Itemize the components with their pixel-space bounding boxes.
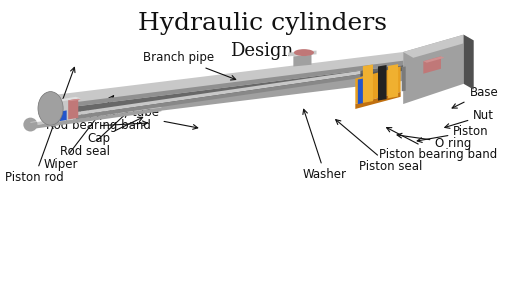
Text: Cylinder tube: Cylinder tube bbox=[79, 106, 198, 129]
Polygon shape bbox=[358, 79, 363, 104]
Polygon shape bbox=[378, 65, 387, 101]
Polygon shape bbox=[49, 113, 59, 123]
Polygon shape bbox=[68, 99, 81, 101]
Text: Nut: Nut bbox=[445, 109, 494, 128]
Text: Design: Design bbox=[230, 42, 294, 60]
Text: Hydraulic cylinders: Hydraulic cylinders bbox=[138, 12, 387, 35]
Ellipse shape bbox=[38, 92, 63, 125]
Ellipse shape bbox=[38, 92, 63, 125]
Polygon shape bbox=[61, 65, 403, 114]
Text: Wiper: Wiper bbox=[43, 96, 114, 171]
Polygon shape bbox=[424, 56, 445, 63]
Polygon shape bbox=[61, 61, 403, 108]
Polygon shape bbox=[76, 71, 360, 116]
Polygon shape bbox=[76, 74, 360, 119]
Polygon shape bbox=[355, 92, 400, 109]
Text: Cap: Cap bbox=[87, 117, 143, 145]
Polygon shape bbox=[464, 35, 474, 90]
Text: Piston bearing band: Piston bearing band bbox=[379, 127, 498, 161]
Polygon shape bbox=[355, 66, 400, 104]
Polygon shape bbox=[46, 102, 50, 123]
Polygon shape bbox=[388, 64, 398, 98]
Text: Branch pipe: Branch pipe bbox=[143, 51, 236, 80]
Text: Piston: Piston bbox=[417, 125, 489, 142]
Ellipse shape bbox=[294, 49, 314, 56]
Text: Piston rod: Piston rod bbox=[5, 67, 75, 184]
Polygon shape bbox=[30, 105, 161, 126]
Polygon shape bbox=[86, 68, 403, 114]
Polygon shape bbox=[30, 104, 161, 123]
Polygon shape bbox=[50, 52, 403, 110]
Polygon shape bbox=[401, 66, 406, 91]
Polygon shape bbox=[403, 35, 474, 58]
Polygon shape bbox=[30, 108, 161, 129]
Polygon shape bbox=[68, 99, 78, 119]
Polygon shape bbox=[363, 64, 373, 103]
Text: Rod seal: Rod seal bbox=[60, 112, 127, 158]
Ellipse shape bbox=[23, 118, 38, 131]
Polygon shape bbox=[424, 56, 441, 74]
Text: O ring: O ring bbox=[397, 133, 472, 149]
Polygon shape bbox=[50, 66, 403, 124]
Text: Piston seal: Piston seal bbox=[336, 120, 423, 173]
Polygon shape bbox=[288, 51, 317, 56]
Text: Base: Base bbox=[452, 86, 498, 108]
Text: Rod bearing band: Rod bearing band bbox=[46, 119, 151, 132]
Polygon shape bbox=[403, 35, 464, 104]
Polygon shape bbox=[60, 110, 67, 121]
Polygon shape bbox=[46, 97, 81, 103]
Polygon shape bbox=[46, 97, 76, 123]
Polygon shape bbox=[293, 55, 311, 66]
Text: Washer: Washer bbox=[303, 109, 347, 181]
